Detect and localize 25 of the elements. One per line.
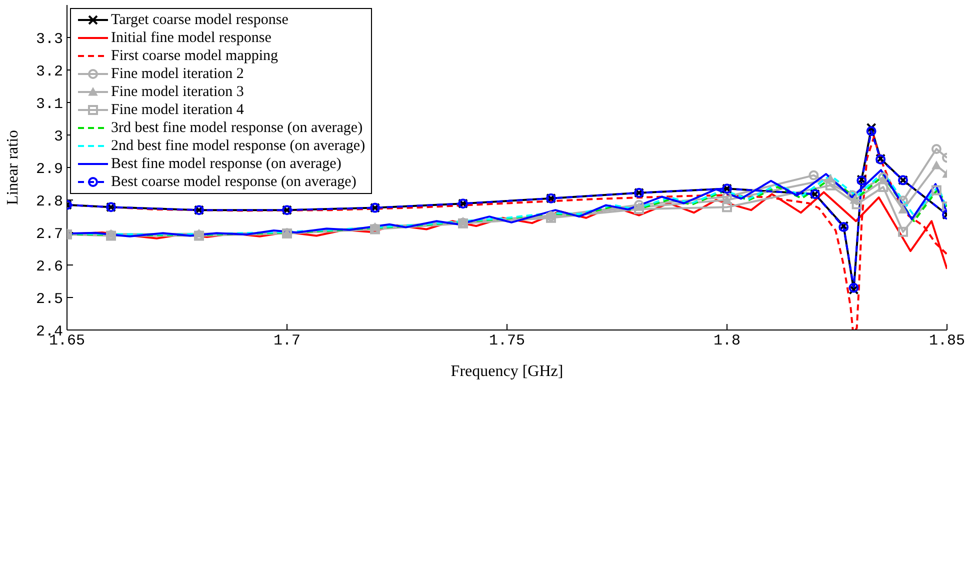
y-tick-label: 2.6 [36,258,63,276]
y-tick-label: 2.5 [36,290,63,308]
x-axis-title: Frequency [GHz] [450,363,564,380]
legend-label: Best fine model response (on average) [111,155,342,173]
legend-label: Target coarse model response [111,11,288,29]
legend-label: Initial fine model response [111,29,272,47]
y-tick-label: 3.3 [36,30,63,48]
y-tick-label: 2.7 [36,226,63,243]
legend-label: Fine model iteration 2 [111,65,244,83]
y-tick-label: 3 [54,128,63,146]
legend-label: First coarse model mapping [111,47,278,65]
legend-label: Fine model iteration 3 [111,83,244,101]
y-tick-label: 2.9 [36,160,63,178]
x-tick-label: 1.75 [488,332,526,350]
y-tick-label: 3.2 [36,63,63,80]
legend-label: 2nd best fine model response (on average) [111,137,366,155]
x-tick-label: 1.85 [928,332,966,350]
x-tick-label: 1.8 [713,332,741,350]
y-tick-label: 3.1 [36,96,63,113]
y-tick-label: 2.8 [36,193,63,210]
legend-label: 3rd best fine model response (on average) [111,119,363,137]
y-axis-title: Linear ratio [4,130,22,206]
legend-label: Best coarse model response (on average) [111,173,356,191]
legend-label: Fine model iteration 4 [111,101,244,119]
x-tick-label: 1.7 [273,332,301,350]
